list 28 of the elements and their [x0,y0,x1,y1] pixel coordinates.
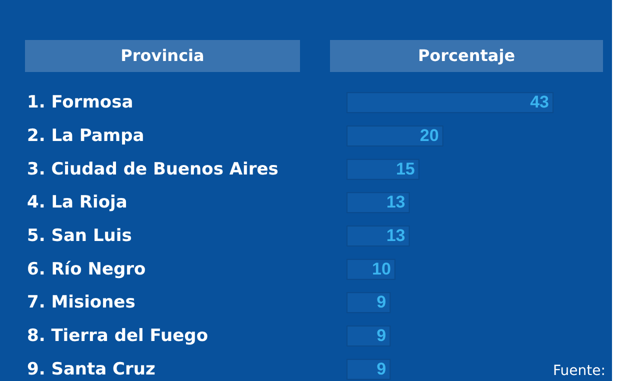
y-tick-label: 5. San Luis [27,226,132,246]
y-tick-label: 4. La Rioja [27,192,128,213]
y-tick-label: 7. Misiones [27,292,136,313]
bar [346,92,554,114]
data-label: 9 [376,292,386,312]
bar [346,326,391,346]
data-label: 15 [396,159,415,178]
bar [346,226,410,246]
data-label: 13 [386,226,406,245]
data-label: 13 [386,192,406,212]
y-tick-label: 6. Río Negro [27,259,146,280]
y-tick-label: 9. Santa Cruz [27,359,156,380]
bar [346,192,410,214]
bar [346,126,444,146]
y-tick-label: 3. Ciudad de Buenos Aires [27,159,278,180]
data-label: 20 [420,126,439,145]
annotation: Fuente: [553,363,606,379]
y-tick-label: 2. La Pampa [27,126,144,146]
data-label: 9 [376,326,386,345]
data-label: 10 [372,259,391,278]
bar [346,292,391,314]
y-axis-title: Provincia [120,46,204,65]
x-axis-title: Porcentaje [418,46,516,65]
bar [346,158,420,180]
y-tick-label: 1. Formosa [27,92,134,113]
y-tick-label: 8. Tierra del Fuego [27,326,208,346]
data-label: 9 [376,359,386,378]
data-label: 43 [530,92,549,112]
